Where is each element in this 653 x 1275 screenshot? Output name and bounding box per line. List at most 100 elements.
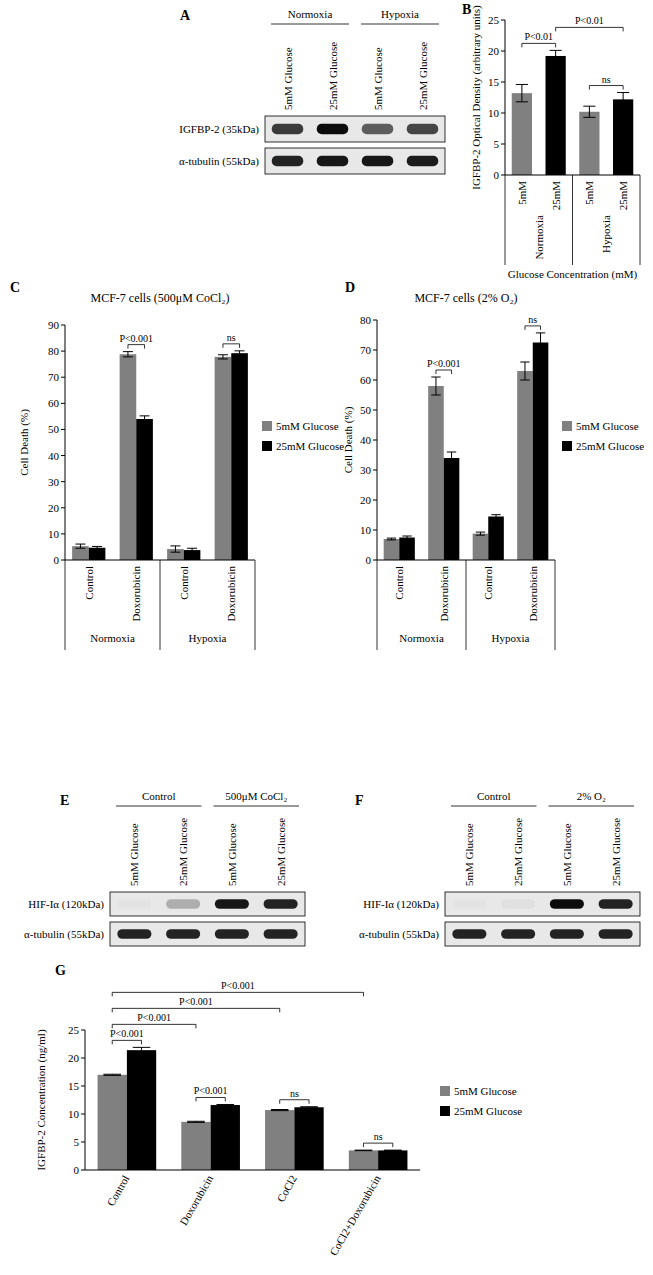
chart-panel: DMCF-7 cells (2% O₂)01020304050607080Cel… (342, 280, 644, 650)
error-bar (75, 544, 85, 548)
significance-label: P<0.001 (110, 1028, 144, 1039)
band (117, 929, 151, 939)
bars (512, 50, 634, 175)
bar (399, 538, 415, 561)
blot-frame (265, 148, 445, 174)
y-tick-label: 5 (494, 138, 500, 150)
bar (211, 1105, 240, 1170)
significance-bracket (522, 43, 556, 47)
band (550, 899, 584, 909)
x-axis-label: Glucose Concentration (mM) (508, 268, 638, 281)
chart-panel: B0510152025IGFBP-2 Optical Density (arbi… (462, 2, 640, 281)
error-bar (516, 84, 528, 101)
band (501, 899, 535, 909)
band (501, 929, 535, 939)
bar (136, 419, 153, 560)
category-label: Doxorubicin (225, 566, 237, 622)
bar (294, 1107, 323, 1170)
y-axis (65, 325, 66, 560)
bar (512, 93, 532, 175)
y-tick (61, 481, 65, 482)
error-bar (447, 452, 456, 464)
group-separator (65, 560, 66, 650)
blot-frame (110, 922, 305, 946)
category-label: Control (393, 566, 405, 600)
lane-label: 5mM Glucose (463, 823, 475, 886)
error-bar (140, 416, 150, 422)
error-bar (520, 362, 529, 380)
y-tick (501, 175, 505, 176)
band (599, 929, 633, 939)
bar (215, 357, 232, 560)
group-bracket (116, 806, 202, 807)
group-separator (377, 560, 378, 650)
bars (72, 351, 248, 560)
group-bracket (361, 24, 439, 25)
error-bar (384, 1150, 402, 1152)
y-tick (61, 507, 65, 508)
error-bar (187, 1121, 205, 1122)
significance-bracket (112, 1008, 280, 1012)
error-bar (133, 1047, 151, 1053)
blot-panel: FControl2% O₂5mM Glucose25mM Glucose5mM … (355, 790, 640, 946)
significance-bracket (112, 1040, 141, 1044)
category-label: CoCl2 (274, 1173, 299, 1204)
y-tick-label: 80 (360, 314, 372, 326)
lane-label: 25mM Glucose (275, 818, 287, 886)
group-label: Normoxia (533, 215, 545, 260)
group-separator (466, 560, 467, 650)
lane-label: 5mM Glucose (372, 47, 384, 110)
y-tick (61, 403, 65, 404)
lane-label: 5mM Glucose (561, 823, 573, 886)
band (452, 929, 486, 939)
blot-panel: ANormoxiaHypoxia5mM Glucose25mM Glucose5… (179, 8, 445, 174)
category-label: Doxorubicin (130, 566, 142, 622)
row-label: α-tubulin (55kDa) (359, 928, 439, 941)
row-label: α-tubulin (55kDa) (24, 928, 104, 941)
blot-frame (265, 116, 445, 142)
band (362, 124, 394, 134)
significance-bracket (112, 992, 363, 996)
category-label: Doxorubicin (177, 1173, 215, 1228)
category-label: 5mM (516, 181, 528, 205)
y-tick-label: 15 (488, 76, 500, 88)
error-bar (583, 106, 595, 117)
error-bar (617, 93, 629, 107)
group-bracket (549, 806, 635, 807)
group-label: Hypoxia (492, 632, 530, 644)
figure: ANormoxiaHypoxia5mM Glucose25mM Glucose5… (0, 0, 653, 1275)
group-label: Control (477, 790, 511, 802)
bar (89, 548, 106, 560)
group-label: Hypoxia (600, 215, 612, 253)
legend-entry: 25mM Glucose (576, 440, 644, 452)
category-label: 25mM (550, 181, 562, 211)
bar (473, 534, 489, 560)
y-tick-label: 25 (68, 1024, 80, 1036)
bars (384, 333, 549, 560)
group-bracket (271, 24, 349, 25)
y-tick-label: 5 (74, 1136, 80, 1148)
panel-letter: C (10, 280, 20, 295)
group-label: 2% O₂ (577, 790, 606, 802)
significance-label: P<0.001 (137, 1012, 171, 1023)
bar (517, 371, 533, 560)
band (215, 929, 249, 939)
category-label: Control (83, 566, 95, 600)
y-tick (81, 1086, 85, 1087)
chart-title: MCF-7 cells (2% O₂) (414, 291, 517, 305)
y-tick-label: 50 (360, 404, 372, 416)
lane-label: 5mM Glucose (128, 823, 140, 886)
y-tick-label: 0 (54, 554, 60, 566)
bar (181, 1122, 210, 1170)
y-tick (61, 533, 65, 534)
error-bar (431, 377, 440, 395)
category-label: 5mM (583, 181, 595, 205)
legend-swatch (262, 441, 272, 451)
y-tick-label: 20 (360, 494, 372, 506)
significance-bracket (436, 370, 452, 374)
error-bar (491, 515, 500, 519)
y-tick-label: 50 (48, 423, 60, 435)
legend-entry: 5mM Glucose (576, 420, 639, 432)
error-bar (103, 1074, 121, 1075)
y-tick-label: 40 (360, 434, 372, 446)
